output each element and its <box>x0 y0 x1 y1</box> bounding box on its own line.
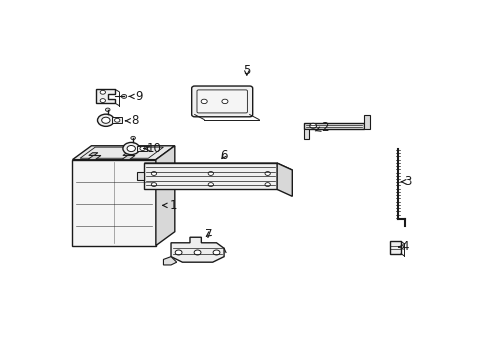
Polygon shape <box>96 90 115 103</box>
Polygon shape <box>171 237 224 262</box>
Circle shape <box>100 90 105 94</box>
Circle shape <box>222 99 227 104</box>
Text: 2: 2 <box>315 121 327 134</box>
Text: 5: 5 <box>243 64 250 77</box>
Circle shape <box>208 183 213 186</box>
Polygon shape <box>156 146 175 246</box>
FancyBboxPatch shape <box>191 86 252 117</box>
Text: 3: 3 <box>400 175 411 188</box>
FancyBboxPatch shape <box>389 242 400 253</box>
Polygon shape <box>87 156 101 159</box>
Circle shape <box>264 183 270 186</box>
Circle shape <box>151 172 156 175</box>
Polygon shape <box>303 123 364 129</box>
Circle shape <box>175 250 182 255</box>
Circle shape <box>127 145 135 152</box>
Circle shape <box>131 136 135 140</box>
Polygon shape <box>122 156 135 159</box>
Text: 6: 6 <box>220 149 227 162</box>
Circle shape <box>194 250 201 255</box>
Circle shape <box>213 250 220 255</box>
Polygon shape <box>163 257 176 265</box>
Circle shape <box>309 123 316 128</box>
Text: 4: 4 <box>398 240 408 253</box>
Circle shape <box>121 94 126 98</box>
Circle shape <box>264 172 270 175</box>
FancyBboxPatch shape <box>197 90 247 113</box>
Circle shape <box>105 108 110 111</box>
Circle shape <box>151 183 156 186</box>
Polygon shape <box>364 115 369 129</box>
Polygon shape <box>89 153 98 156</box>
Polygon shape <box>303 129 309 139</box>
Circle shape <box>102 117 110 123</box>
Polygon shape <box>72 146 175 159</box>
Text: 10: 10 <box>143 142 161 155</box>
Polygon shape <box>72 159 156 246</box>
Polygon shape <box>144 163 277 189</box>
Polygon shape <box>144 163 292 170</box>
Polygon shape <box>122 153 132 156</box>
Polygon shape <box>137 146 147 151</box>
Text: 7: 7 <box>205 228 212 241</box>
Circle shape <box>97 114 114 126</box>
Polygon shape <box>137 172 144 180</box>
Text: 1: 1 <box>163 199 176 212</box>
Polygon shape <box>277 163 292 196</box>
Circle shape <box>114 118 120 122</box>
Polygon shape <box>111 117 122 123</box>
Circle shape <box>140 147 145 150</box>
Circle shape <box>208 172 213 175</box>
Circle shape <box>122 143 139 155</box>
Text: 8: 8 <box>125 114 139 127</box>
Text: 9: 9 <box>129 90 142 103</box>
Circle shape <box>100 99 105 103</box>
Circle shape <box>201 99 207 104</box>
